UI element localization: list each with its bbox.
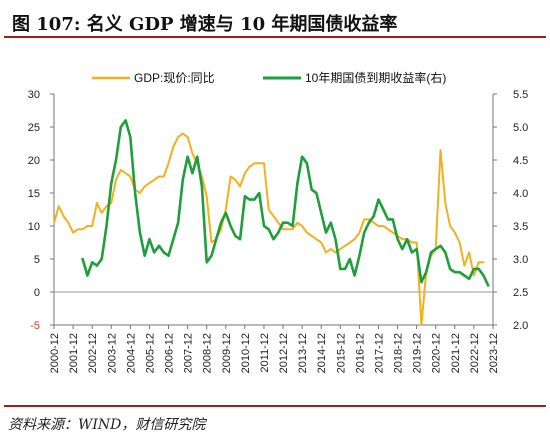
page-title: 图 107: 名义 GDP 增速与 10 年期国债收益率 xyxy=(12,14,398,35)
x-tick-label: 2019-12 xyxy=(412,333,424,373)
y-left-tick-label: 5 xyxy=(34,254,40,266)
x-tick-label: 2020-12 xyxy=(431,333,443,373)
title-bar: 图 107: 名义 GDP 增速与 10 年期国债收益率 xyxy=(4,4,546,38)
x-tick-label: 2009-12 xyxy=(221,333,233,373)
x-tick-label: 2011-12 xyxy=(259,333,271,373)
x-tick-label: 2014-12 xyxy=(316,333,328,373)
legend-bond-label: 10年期国债到期收益率(右) xyxy=(305,70,446,85)
bond-yield-series-line xyxy=(81,119,490,287)
source-note: 资料来源：WIND，财信研究院 xyxy=(8,417,206,433)
x-tick-label: 2012-12 xyxy=(278,333,290,373)
chart-ticks: -5 0 5 10 15 20 25 30 2.0 2.5 3.0 3.5 4.0 4.5 5.0 5.5 20… xyxy=(28,89,529,373)
y-right-tick-label: 4.5 xyxy=(513,155,528,167)
y-right-tick-label: 5.5 xyxy=(513,89,528,101)
x-tick-label: 2002-12 xyxy=(87,333,99,373)
chart: -5 0 5 10 15 20 25 30 2.0 2.5 3.0 3.5 4.0 4.5 5.0 5.5 20… xyxy=(28,70,529,373)
legend-gdp-label: GDP:现价:同比 xyxy=(134,71,215,85)
x-tick-label: 2004-12 xyxy=(125,333,137,373)
x-tick-label: 2005-12 xyxy=(144,333,156,373)
y-left-tick-label: 20 xyxy=(28,155,40,167)
x-tick-label: 2018-12 xyxy=(393,333,405,373)
x-tick-label: 2016-12 xyxy=(354,333,366,373)
x-tick-label: 2023-12 xyxy=(488,333,500,373)
y-right-tick-label: 3.0 xyxy=(513,254,528,266)
x-tick-label: 2015-12 xyxy=(335,333,347,373)
x-tick-label: 2006-12 xyxy=(164,333,176,373)
x-tick-label: 2003-12 xyxy=(106,333,118,373)
x-tick-label: 2010-12 xyxy=(240,333,252,373)
y-left-tick-label: -5 xyxy=(30,320,40,332)
chart-legend: GDP:现价:同比 10年期国债到期收益率(右) xyxy=(92,70,446,85)
gdp-series-line xyxy=(53,132,485,326)
y-right-tick-label: 2.5 xyxy=(513,287,528,299)
x-tick-label: 2008-12 xyxy=(202,333,214,373)
y-left-tick-label: 15 xyxy=(28,188,40,200)
footer-rule xyxy=(4,405,546,407)
y-right-tick-label: 4.0 xyxy=(513,188,528,200)
y-right-tick-label: 3.5 xyxy=(513,221,528,233)
y-left-tick-label: 0 xyxy=(34,287,40,299)
y-left-tick-label: 25 xyxy=(28,122,40,134)
y-right-tick-label: 5.0 xyxy=(513,122,528,134)
x-tick-label: 2021-12 xyxy=(450,333,462,373)
x-tick-label: 2017-12 xyxy=(373,333,385,373)
y-right-tick-label: 2.0 xyxy=(513,320,528,332)
x-tick-label: 2013-12 xyxy=(297,333,309,373)
y-left-tick-label: 10 xyxy=(28,221,40,233)
x-tick-label: 2007-12 xyxy=(183,333,195,373)
x-tick-label: 2022-12 xyxy=(469,333,481,373)
y-left-tick-label: 30 xyxy=(28,89,40,101)
chart-lines xyxy=(53,119,490,326)
x-tick-label: 2000-12 xyxy=(49,333,61,373)
x-tick-label: 2001-12 xyxy=(68,333,80,373)
